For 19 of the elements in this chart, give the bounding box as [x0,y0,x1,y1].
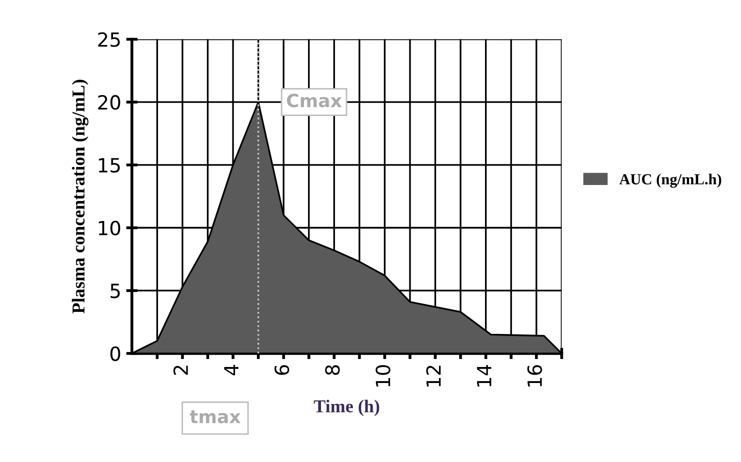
x-tick-label: 6 [274,365,290,375]
x-tick-label: 10 [376,365,390,386]
y-tick-label: 10 [98,220,120,236]
y-axis-title: Plasma concentration (ng/mL) [72,80,88,314]
x-axis-title: Time (h) [314,400,380,416]
x-tick-label: 8 [325,365,340,375]
x-tick-label: 2 [173,366,188,375]
y-tick-label: 15 [98,158,120,173]
x-tick-label: 12 [426,366,441,386]
y-tick-label: 25 [98,32,120,47]
y-tick-label: 5 [110,284,120,298]
y-tick-label: 0 [110,346,120,362]
annotation: Cmax [286,94,342,108]
x-tick-label: 4 [224,364,238,376]
text: tmax [190,410,241,424]
legend-label: AUC (ng/mL.h) [619,174,722,188]
x-tick-label: 14 [477,364,492,386]
y-tick-label: 20 [98,95,120,110]
x-tick-label: 16 [527,365,542,386]
